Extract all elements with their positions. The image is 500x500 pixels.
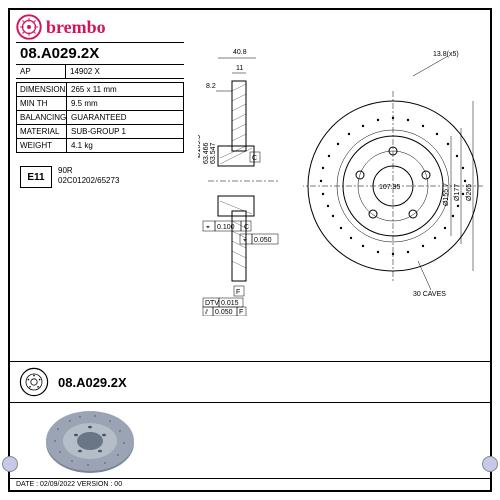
spec-row: BALANCINGGUARANTEED <box>17 111 183 125</box>
svg-text:F: F <box>239 309 243 316</box>
part-number: 08.A029.2X <box>16 43 184 65</box>
footer: 08.A029.2X <box>10 361 490 490</box>
corner-marker <box>482 456 498 472</box>
brand-logo: brembo <box>16 14 106 40</box>
spec-row: MIN TH9.5 mm <box>17 97 183 111</box>
brembo-icon <box>16 14 42 40</box>
drawing-sheet: brembo 08.A029.2X AP 14902 X DIMENSION26… <box>8 8 492 492</box>
svg-text:Ø169.5: Ø169.5 <box>198 135 202 158</box>
svg-text:30 CAVES: 30 CAVES <box>413 291 446 298</box>
svg-text:F: F <box>236 289 240 296</box>
spec-row: MATERIALSUB-GROUP 1 <box>17 125 183 139</box>
brand-name: brembo <box>46 17 106 38</box>
ap-row: AP 14902 X <box>16 65 184 78</box>
spec-row: DIMENSION265 x 11 mm <box>17 83 183 97</box>
technical-drawing: 40.8 11 8.2 <box>188 16 484 350</box>
side-view: 40.8 11 8.2 <box>198 46 288 316</box>
footer-part-number: 08.A029.2X <box>58 375 127 390</box>
svg-text:40.8: 40.8 <box>233 49 247 56</box>
svg-text:0.050: 0.050 <box>215 309 233 316</box>
disc-icon <box>18 366 50 398</box>
ap-value: 14902 X <box>66 65 184 78</box>
svg-text:63.547: 63.547 <box>210 142 217 164</box>
front-view: 13.8(x5) <box>303 46 483 326</box>
svg-text:C: C <box>244 224 249 231</box>
spec-row: WEIGHT4.1 kg <box>17 139 183 152</box>
svg-text:DTV: DTV <box>205 300 219 307</box>
ap-label: AP <box>16 65 66 78</box>
svg-text:107.95: 107.95 <box>379 184 401 191</box>
corner-marker <box>2 456 18 472</box>
footer-date: DATE : 02/09/2022 VERSION : 00 <box>10 479 490 490</box>
svg-text:8.2: 8.2 <box>206 83 216 90</box>
svg-text:⌖: ⌖ <box>206 224 210 231</box>
cert-text: 90R 02C01202/65273 <box>58 166 119 185</box>
footer-part-row: 08.A029.2X <box>10 362 490 403</box>
spec-table: DIMENSION265 x 11 mm MIN TH9.5 mm BALANC… <box>16 82 184 153</box>
svg-text:63.466: 63.466 <box>203 142 210 164</box>
svg-text:⌖: ⌖ <box>243 237 247 244</box>
svg-text:Ø265: Ø265 <box>466 184 473 201</box>
product-photo-area <box>10 403 490 479</box>
product-photo <box>40 407 150 475</box>
svg-text:11: 11 <box>236 65 243 72</box>
svg-text:C: C <box>252 155 257 162</box>
svg-text:Ø155.7: Ø155.7 <box>443 183 450 206</box>
cert-mark: E11 <box>20 166 52 188</box>
svg-text:0.015: 0.015 <box>221 300 239 307</box>
svg-text:Ø177: Ø177 <box>454 184 461 201</box>
svg-text:0.100: 0.100 <box>217 224 235 231</box>
svg-text:0.050: 0.050 <box>254 237 272 244</box>
part-header: 08.A029.2X AP 14902 X <box>16 42 184 79</box>
svg-text:⫽: ⫽ <box>204 308 209 316</box>
